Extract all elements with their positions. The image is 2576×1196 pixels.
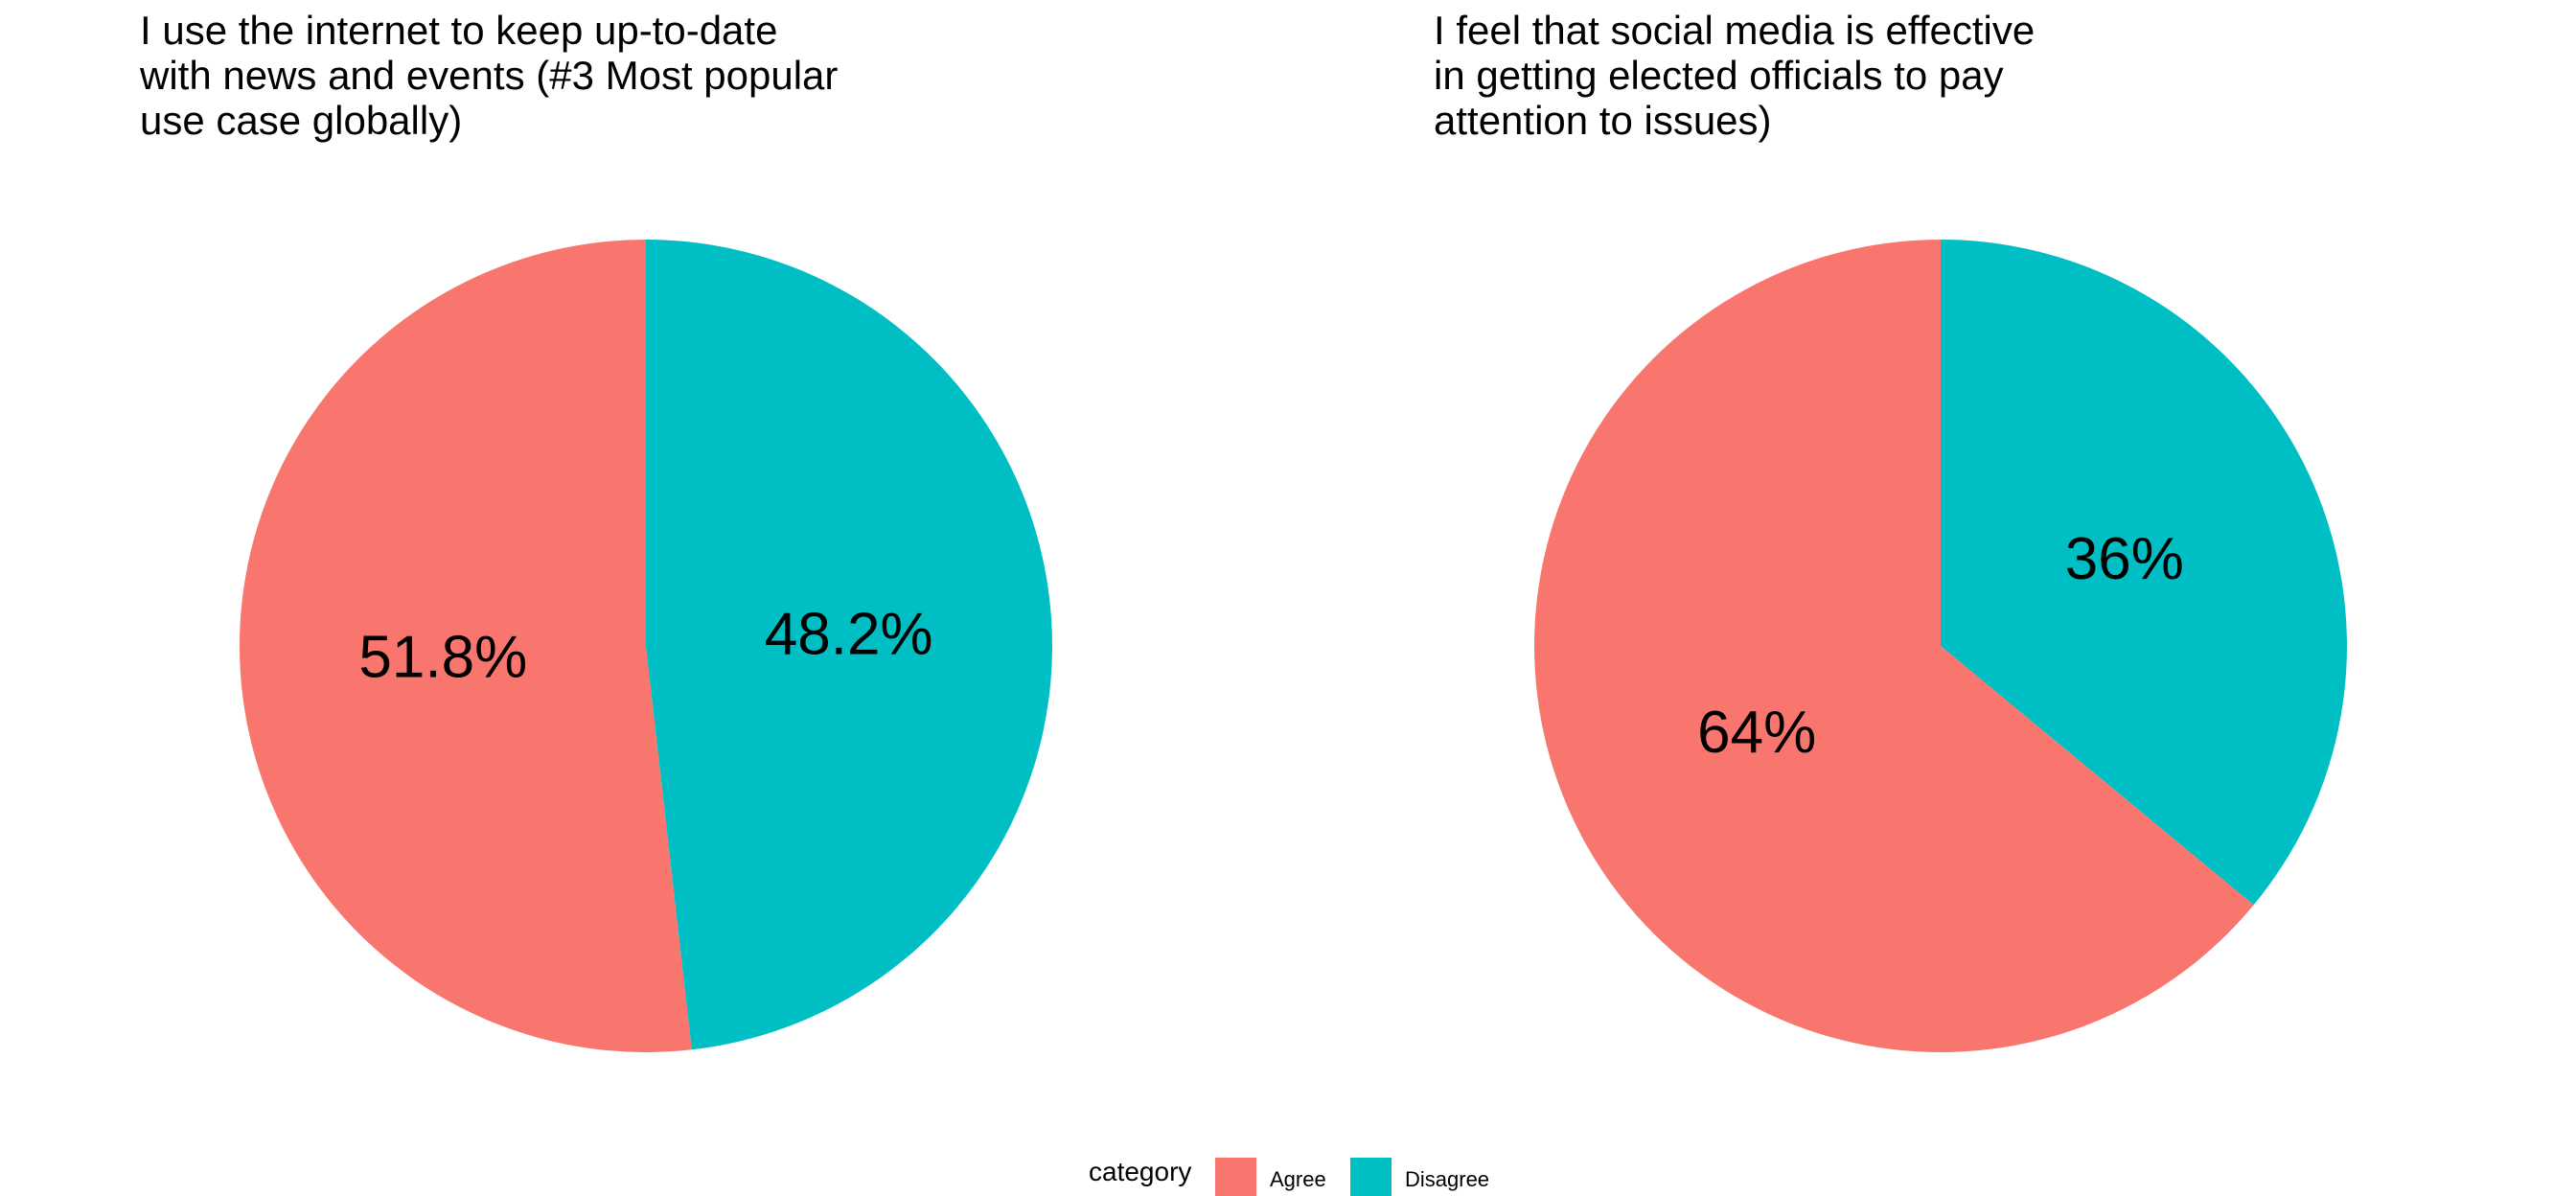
chart-title-line: I use the internet to keep up-to-date	[140, 8, 777, 53]
pie-slice-disagree	[1941, 240, 2348, 906]
legend-key-disagree	[1350, 1158, 1392, 1196]
chart-title-line: in getting elected officials to pay	[1434, 53, 2004, 98]
slice-label-disagree: 36%	[2065, 526, 2184, 592]
chart-title-line: attention to issues)	[1434, 98, 1772, 143]
chart-title-line: with news and events (#3 Most popular	[139, 53, 838, 98]
legend-label-agree: Agree	[1270, 1167, 1326, 1191]
chart-title-line: use case globally)	[140, 98, 462, 143]
pie-slice-agree	[1534, 240, 2254, 1053]
slice-label-agree: 51.8%	[358, 624, 527, 690]
chart-title-line: I feel that social media is effective	[1434, 8, 2035, 53]
legend-title: category	[1089, 1157, 1191, 1186]
pie-chart-1: I use the internet to keep up-to-datewit…	[139, 8, 1052, 1053]
pie-slice-disagree	[646, 240, 1052, 1050]
slice-label-agree: 64%	[1697, 700, 1816, 766]
legend-key-agree	[1215, 1158, 1256, 1196]
legend: category Agree Disagree	[1089, 1157, 1489, 1196]
legend-label-disagree: Disagree	[1405, 1167, 1489, 1191]
pie-slice-agree	[239, 239, 692, 1053]
pie-chart-2: I feel that social media is effectivein …	[1434, 8, 2348, 1053]
slice-label-disagree: 48.2%	[765, 602, 933, 668]
